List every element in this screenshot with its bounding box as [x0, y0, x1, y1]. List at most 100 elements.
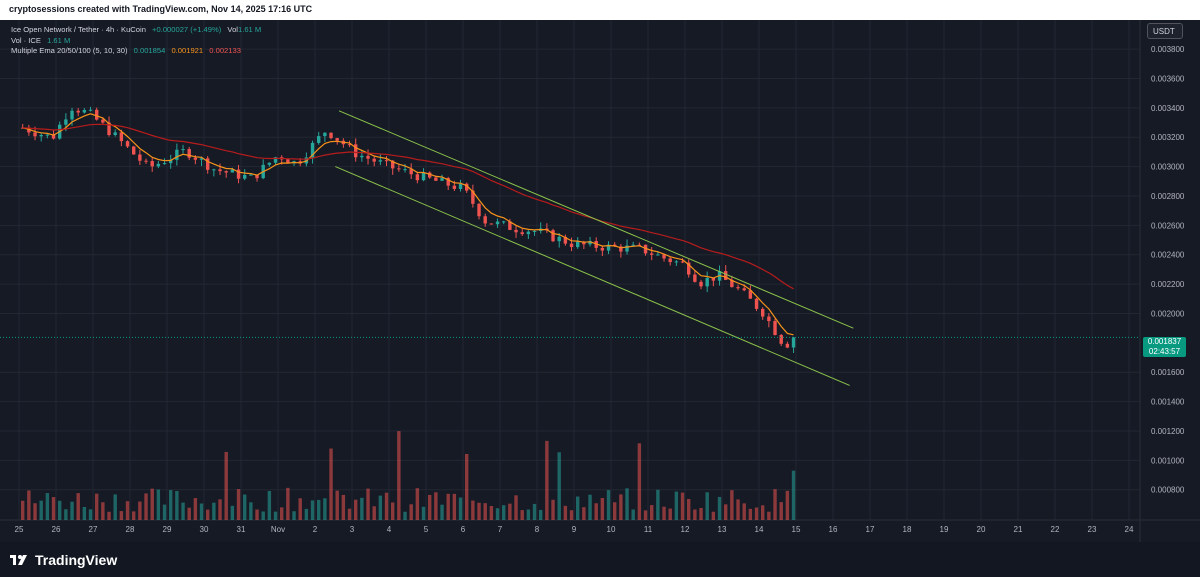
candle-body [791, 337, 796, 348]
candle-body [724, 271, 728, 280]
candle-body [576, 241, 580, 248]
y-tick-label: 0.001600 [1151, 368, 1185, 377]
volume-bar [280, 507, 284, 520]
x-tick-label: 6 [461, 525, 466, 534]
volume-bar [33, 503, 37, 520]
currency-button[interactable]: USDT [1147, 23, 1183, 39]
volume-bar [711, 511, 716, 520]
volume-bar [329, 448, 333, 520]
volume-bar [458, 497, 463, 520]
candle-body [520, 232, 524, 235]
x-tick-label: 29 [163, 525, 172, 534]
price-chart[interactable]: 0.003800 0.003600 0.003400 0.003200 0.003000… [0, 20, 1200, 542]
x-tick-label: 9 [572, 525, 577, 534]
x-tick-label: 19 [940, 525, 949, 534]
tradingview-brand[interactable]: TradingView [10, 551, 117, 569]
candle-body [224, 171, 228, 173]
candle-countdown: 02:43:57 [1148, 347, 1181, 356]
candle-body [403, 169, 407, 171]
volume-bar [446, 493, 450, 520]
volume-bars [21, 431, 796, 520]
candle-body [323, 132, 327, 137]
volume-bar [156, 489, 161, 520]
y-tick-label: 0.003000 [1151, 163, 1185, 172]
legend-symbol-row: Ice Open Network / Tether · 4h · KuCoin … [11, 25, 261, 36]
volume-bar [724, 504, 728, 520]
volume-bar [631, 509, 635, 520]
legend-ema-row: Multiple Ema 20/50/100 (5, 10, 30) 0.001… [11, 46, 261, 57]
candle-body [206, 158, 210, 170]
volume-bar [502, 505, 506, 520]
chart-area[interactable]: 0.003800 0.003600 0.003400 0.003200 0.003000… [0, 20, 1200, 542]
x-tick-label: 3 [350, 525, 355, 534]
volume-bar [483, 503, 487, 520]
current-price-tag: 0.001837 02:43:57 [1143, 337, 1186, 357]
volume-bar [637, 443, 642, 520]
candle-body [64, 119, 68, 125]
candle-body [156, 163, 161, 167]
volume-bar [132, 511, 136, 520]
volume-bar [687, 498, 691, 520]
candle-body [458, 183, 463, 189]
x-tick-label: 15 [792, 525, 801, 534]
candle-body [45, 134, 50, 136]
volume-bar [162, 504, 167, 520]
volume-bar [761, 505, 765, 520]
candle-body [434, 177, 438, 181]
volume-bar [650, 505, 654, 520]
trend-channel [0, 110, 1140, 386]
volume-bar [514, 495, 518, 520]
y-tick-label: 0.003600 [1151, 74, 1185, 83]
volume-bar [372, 506, 376, 520]
volume-bar [613, 502, 617, 520]
candle-body [600, 247, 605, 251]
candle-body [452, 185, 457, 189]
price-axis: 0.003800 0.003600 0.003400 0.003200 0.003000… [1151, 45, 1185, 495]
candle-body [477, 203, 481, 217]
candle-body [162, 163, 167, 165]
volume-bar [551, 499, 555, 520]
volume-bar [193, 498, 198, 520]
y-tick-label: 0.002000 [1151, 309, 1185, 318]
candle-body [144, 160, 148, 162]
x-tick-label: 18 [903, 525, 912, 534]
volume-bar [730, 490, 734, 520]
volume-bar [409, 504, 413, 520]
candle-body [236, 169, 241, 179]
candles [21, 106, 796, 353]
candle-body [680, 261, 685, 263]
candle-body [249, 174, 253, 176]
volume-bar [317, 499, 321, 520]
candle-body [199, 158, 204, 160]
ema-mid-value: 0.001921 [171, 46, 204, 55]
candle-body [532, 230, 537, 232]
volume-bar [742, 503, 746, 520]
candle-body [428, 172, 432, 178]
candle-body [767, 316, 771, 322]
volume-bar [119, 511, 124, 520]
candle-body [119, 132, 124, 142]
volume-bar [539, 509, 543, 520]
volume-bar [101, 502, 105, 520]
volume-bar [310, 500, 315, 520]
candle-body [51, 134, 56, 139]
candle-body [446, 178, 450, 186]
candle-body [366, 155, 370, 159]
volume-bar [526, 509, 531, 520]
candle-body [113, 132, 117, 136]
volume-bar [705, 492, 709, 520]
candle-body [175, 149, 179, 160]
candle-body [662, 254, 666, 259]
y-tick-label: 0.003200 [1151, 133, 1185, 142]
volume-bar [249, 502, 253, 520]
x-tick-label: 17 [866, 525, 875, 534]
volume-bar [218, 499, 222, 520]
volume-bar [175, 491, 179, 520]
candle-body [354, 144, 358, 158]
volume-bar [39, 500, 43, 520]
volume-bar [206, 509, 210, 520]
volume-bar [754, 507, 759, 520]
attribution-text: cryptosessions created with TradingView.… [9, 4, 313, 14]
volume-bar [150, 488, 154, 520]
volume-bar [662, 506, 666, 520]
